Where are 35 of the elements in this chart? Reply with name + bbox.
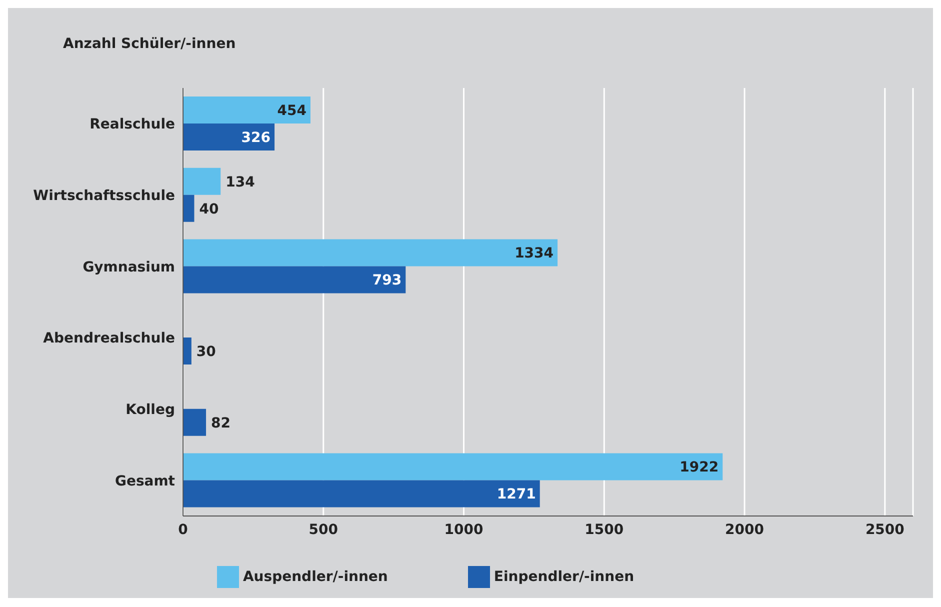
y-tick-label: Abendrealschule [43, 330, 175, 347]
bar [183, 124, 275, 151]
bar [183, 266, 406, 294]
y-tick-label: Kolleg [126, 402, 175, 418]
x-tick-label: 1000 [444, 522, 484, 538]
x-tick-label: 2000 [725, 522, 764, 538]
data-label: 793 [372, 272, 402, 289]
x-tick-label: 2500 [865, 522, 905, 538]
data-label: 40 [199, 201, 219, 218]
x-tick-label: 0 [178, 522, 188, 538]
y-tick-label: Realschule [90, 116, 175, 133]
data-label: 1922 [680, 460, 719, 476]
bar [183, 453, 723, 480]
x-tick-label: 1500 [584, 522, 624, 538]
data-label: 30 [196, 344, 216, 360]
y-tick-label: Gymnasium [82, 259, 175, 276]
data-label: 82 [211, 415, 231, 432]
data-label: 1334 [514, 246, 554, 262]
bar [183, 239, 558, 266]
bar [183, 480, 540, 508]
data-label: 1271 [496, 486, 536, 503]
bar [183, 408, 206, 436]
y-tick-label: Wirtschaftsschule [33, 188, 175, 204]
data-label: 326 [241, 130, 271, 146]
data-label: 134 [226, 174, 256, 190]
data-label: 454 [277, 102, 307, 119]
legend-label: Auspendler/-innen [242, 568, 388, 585]
y-tick-label: Gesamt [114, 473, 176, 490]
bar [183, 338, 192, 365]
bar [183, 194, 194, 222]
bar [183, 168, 221, 195]
bar [183, 96, 310, 124]
y-axis-title: Anzahl Schüler/-innen [63, 36, 236, 52]
legend-label: Einpendler/-innen [494, 568, 634, 585]
x-tick-label: 500 [308, 522, 338, 538]
